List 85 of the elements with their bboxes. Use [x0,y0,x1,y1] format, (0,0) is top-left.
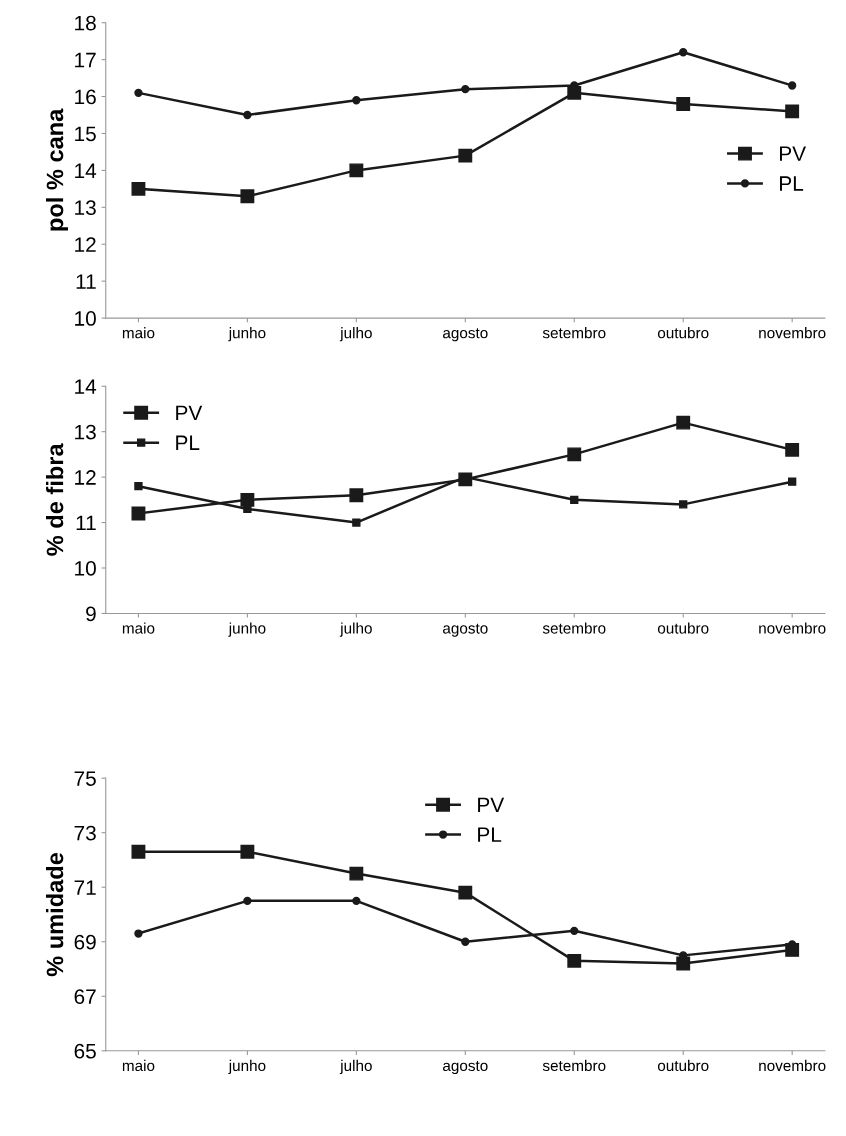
point [679,48,688,57]
point [567,447,582,462]
point [570,926,579,936]
x-tick-label: novembro [759,1059,826,1072]
point [787,81,797,90]
x-tick-label: outubro [657,327,709,339]
point [134,482,143,491]
y-tick-label: 65 [74,1043,96,1059]
y-tick-label: 11 [76,274,96,289]
y-tick-label: 11 [76,515,96,531]
point [240,844,255,859]
point [679,500,688,509]
y-tick-label: 14 [75,379,97,394]
x-tick-label: outubro [657,622,709,634]
point [240,492,255,507]
y-tick-label: 13 [75,424,96,440]
x-tick-label: maio [122,327,155,339]
y-tick-label: 15 [75,126,96,142]
point [134,929,143,938]
point [787,477,797,486]
point [349,866,364,881]
point [352,96,361,105]
point [461,85,470,94]
y-tick-label: 69 [74,934,96,950]
legend-label: PV [478,797,505,813]
legend-label: PL [478,827,502,842]
y-axis-title: % de fibra [45,443,64,556]
y-tick-label: 16 [75,89,96,105]
y-tick-label: 73 [74,825,96,841]
x-tick-label: junho [228,1059,266,1075]
point [785,442,800,457]
point [570,495,579,505]
x-tick-label: outubro [657,1059,709,1072]
point [676,96,691,111]
point [243,110,252,120]
point [567,953,582,968]
point [785,104,800,119]
y-axis-title: pol % cana [45,108,68,231]
point [676,415,691,430]
point [349,163,364,178]
point [352,518,361,527]
x-tick-label: julho [339,1059,372,1075]
x-tick-label: maio [122,1059,155,1072]
x-tick-label: junho [228,622,266,637]
point [131,181,146,196]
y-tick-label: 14 [75,163,97,178]
point [131,844,146,859]
point [458,885,473,900]
y-tick-label: 17 [75,52,96,68]
x-tick-label: agosto [443,328,488,342]
x-tick-label: agosto [443,1061,488,1075]
x-tick-label: junho [228,327,266,342]
y-tick-label: 12 [75,237,96,252]
point [240,189,255,204]
point [461,937,470,946]
legend-label: PV [176,405,203,421]
point [458,148,473,163]
y-tick-label: 75 [74,771,96,786]
y-tick-label: 10 [75,311,96,326]
x-tick-label: setembro [542,622,606,634]
legend-label: PL [780,176,804,191]
y-tick-label: 71 [74,880,96,895]
y-tick-label: 10 [75,561,96,576]
y-tick-label: 12 [75,470,96,485]
legend-label: PL [176,435,200,450]
point [352,896,361,906]
x-tick-label: novembro [759,327,826,339]
x-tick-label: maio [122,622,155,634]
x-tick-label: novembro [759,622,826,634]
x-tick-label: setembro [542,327,606,339]
x-tick-label: setembro [542,1059,606,1072]
y-tick-label: 67 [74,989,96,1005]
y-tick-label: 18 [75,15,96,31]
point [349,488,364,503]
y-tick-label: 13 [75,200,96,216]
legend-label: PV [780,146,807,161]
point [243,896,252,906]
y-tick-label: 9 [86,606,96,622]
point [134,88,143,98]
y-axis-title: % umidade [45,852,64,977]
point [567,85,582,100]
x-tick-label: agosto [443,623,488,637]
x-tick-label: julho [339,622,372,637]
point [131,506,146,521]
x-tick-label: julho [339,327,372,342]
